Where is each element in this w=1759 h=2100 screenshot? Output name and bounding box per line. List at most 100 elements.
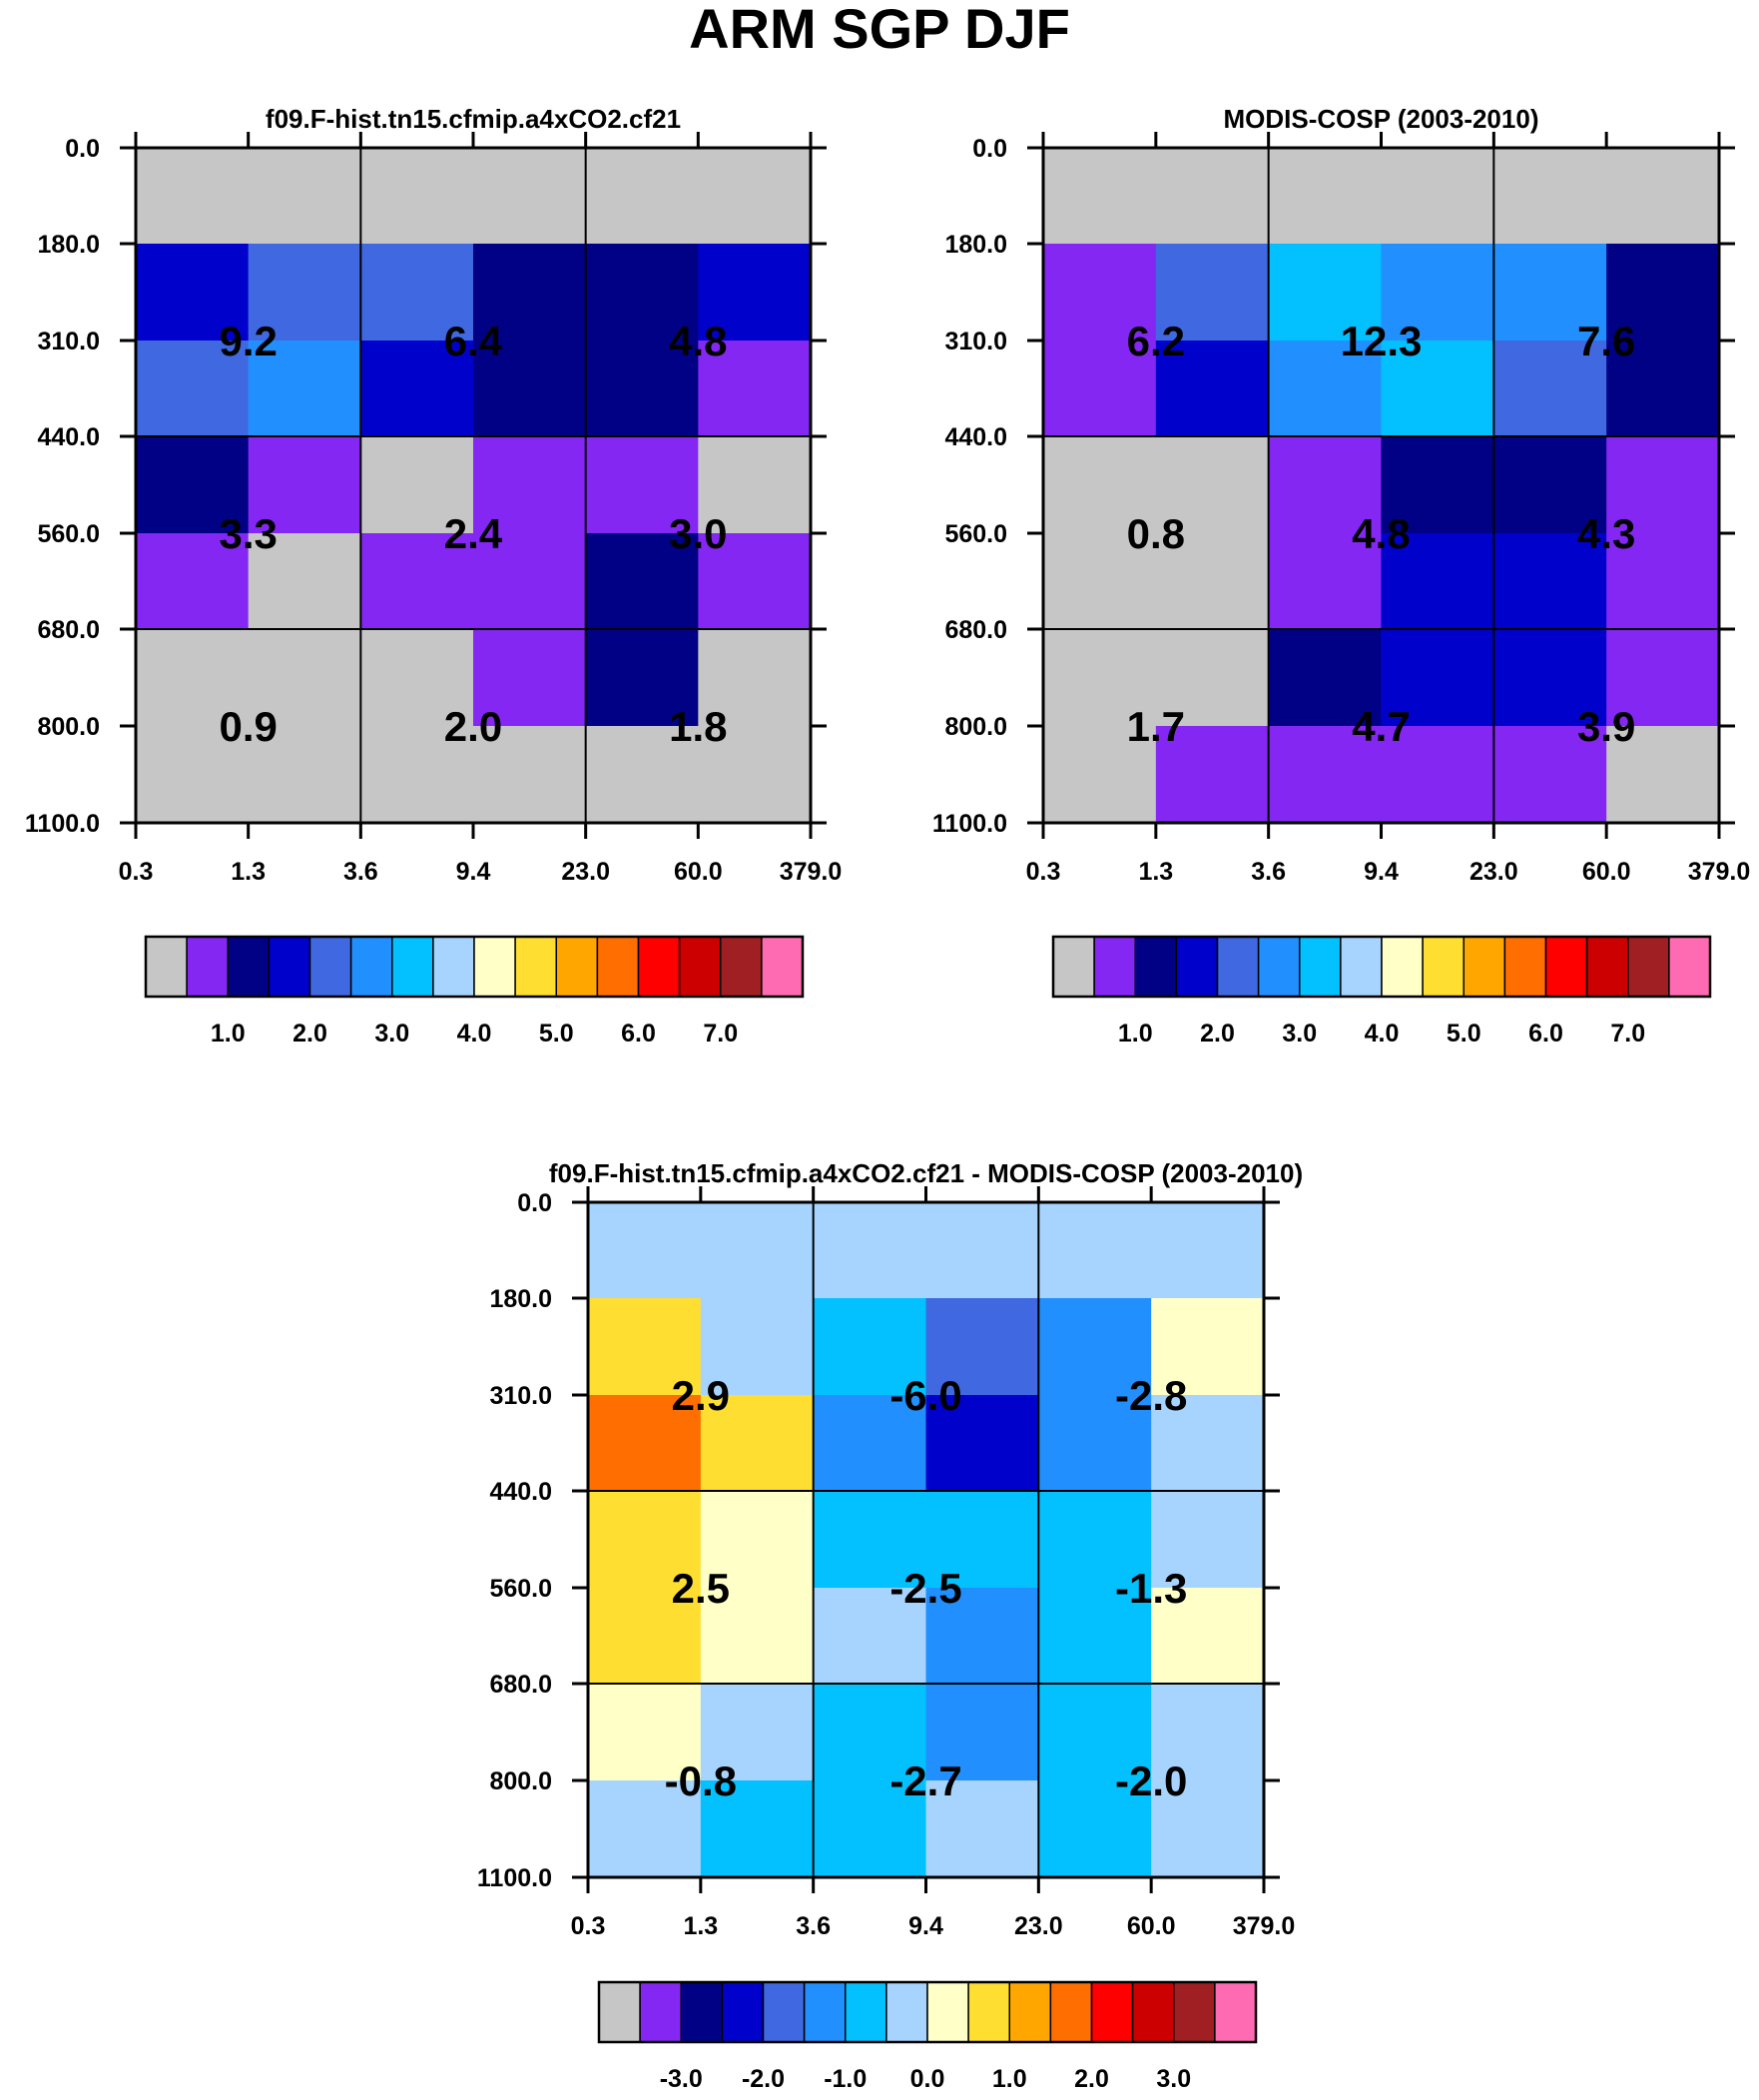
- x-tick-label: 23.0: [1469, 858, 1518, 886]
- cell-value-label: 0.9: [219, 703, 277, 750]
- colorbar-label: 3.0: [1282, 1020, 1317, 1048]
- heatmap-cell: [473, 533, 587, 630]
- colorbar-swatch: [637, 936, 681, 998]
- heatmap-cell: [1155, 629, 1270, 727]
- y-tick-label: 800.0: [944, 713, 1007, 741]
- heatmap-cell: [360, 436, 474, 534]
- heatmap-cell: [925, 1491, 1039, 1589]
- colorbar-swatch: [1299, 936, 1342, 998]
- colorbar-swatch: [1668, 936, 1711, 998]
- heatmap-cell: [925, 1202, 1039, 1299]
- heatmap-cell: [136, 629, 250, 727]
- colorbar-label: 6.0: [1528, 1020, 1563, 1048]
- x-tick-label: 1.3: [683, 1912, 718, 1940]
- cell-value-label: 0.8: [1127, 510, 1185, 557]
- heatmap-cell: [700, 1491, 815, 1589]
- heatmap-cell: [1381, 244, 1494, 342]
- heatmap-cell: [698, 726, 812, 824]
- heatmap-cell: [698, 436, 812, 534]
- y-tick-label: 560.0: [944, 520, 1007, 548]
- heatmap-cell: [473, 726, 587, 824]
- colorbar-label: 1.0: [992, 2065, 1027, 2093]
- panel-2: MODIS-COSP (2003-2010) 0.0 180.0 310.0 440.0…: [932, 104, 1750, 1048]
- colorbar-swatch: [596, 936, 640, 998]
- colorbar-label: 4.0: [457, 1020, 492, 1048]
- colorbar-swatch: [1093, 936, 1136, 998]
- heatmap-cell: [813, 1491, 927, 1589]
- x-tick-label: 379.0: [1233, 1912, 1296, 1940]
- cell-value-label: 6.2: [1127, 318, 1185, 364]
- colorbar-label: 0.0: [910, 2065, 945, 2093]
- heatmap-cell: [698, 629, 812, 727]
- colorbar-swatch: [680, 1981, 724, 2043]
- heatmap-cell: [925, 1780, 1039, 1878]
- y-tick-label: 440.0: [944, 423, 1007, 451]
- cell-value-label: -2.8: [1115, 1372, 1187, 1419]
- colorbar-swatch: [227, 936, 271, 998]
- colorbar-swatch: [473, 936, 516, 998]
- cell-value-label: 3.9: [1577, 703, 1635, 750]
- panel-title: f09.F-hist.tn15.cfmip.a4xCO2.cf21: [266, 104, 681, 134]
- colorbar-label: 2.0: [293, 1020, 327, 1048]
- heatmap-cell: [585, 533, 699, 630]
- colorbar-swatch: [721, 1981, 765, 2043]
- heatmap-cell: [1043, 244, 1157, 342]
- heatmap-cell: [813, 1202, 927, 1299]
- heatmap-cell: [473, 148, 587, 245]
- cell-value-label: 7.6: [1577, 318, 1635, 364]
- heatmap-cell: [1038, 1780, 1152, 1878]
- x-tick-label: 9.4: [1364, 858, 1399, 886]
- heatmap-cell: [698, 341, 812, 437]
- heatmap-cell: [1151, 1298, 1265, 1396]
- heatmap-cell: [1381, 341, 1494, 437]
- panel-title: f09.F-hist.tn15.cfmip.a4xCO2.cf21 - MODI…: [549, 1158, 1303, 1188]
- heatmap-cell: [1155, 726, 1270, 824]
- colorbar-label: 2.0: [1200, 1020, 1235, 1048]
- heatmap-cell: [136, 244, 250, 342]
- colorbar: 1.0 2.0 3.0 4.0 5.0 6.0 7.0: [144, 935, 805, 1048]
- colorbar-label: 1.0: [1118, 1020, 1153, 1048]
- heatmap-cell: [1155, 436, 1270, 534]
- heatmap-cell: [700, 1395, 815, 1492]
- colorbar-swatch: [1090, 1981, 1134, 2043]
- colorbar-swatch: [514, 936, 557, 998]
- heatmap-cell: [1038, 1491, 1152, 1589]
- colorbar-swatch: [1503, 936, 1547, 998]
- cell-value-label: -0.8: [665, 1757, 737, 1804]
- heatmap-cell: [1493, 148, 1607, 245]
- colorbar-swatch: [1175, 936, 1219, 998]
- heatmap-cell: [588, 1491, 702, 1589]
- panel-3: f09.F-hist.tn15.cfmip.a4xCO2.cf21 - MODI…: [477, 1158, 1303, 2093]
- colorbar-swatch: [1422, 936, 1465, 998]
- colorbar-swatch: [432, 936, 475, 998]
- colorbar-label: 5.0: [539, 1020, 574, 1048]
- y-tick-label: 180.0: [37, 231, 100, 259]
- figure-title: ARM SGP DJF: [689, 0, 1070, 60]
- y-tick-label: 440.0: [489, 1478, 552, 1506]
- heatmap-cell: [1043, 148, 1157, 245]
- colorbar-swatch: [967, 1981, 1010, 2043]
- cell-value-label: -2.5: [889, 1565, 961, 1612]
- cell-value-label: 1.8: [669, 703, 727, 750]
- heatmap-cell: [136, 533, 250, 630]
- heatmap-cell: [700, 1298, 815, 1396]
- heatmap-cell: [1038, 1684, 1152, 1781]
- colorbar-swatch: [308, 936, 352, 998]
- cell-value-label: 12.3: [1341, 318, 1423, 364]
- heatmap-cell: [698, 244, 812, 342]
- heatmap-cell: [588, 1588, 702, 1685]
- y-tick-label: 560.0: [37, 520, 100, 548]
- heatmap-cell: [813, 1684, 927, 1781]
- heatmap-cell: [585, 341, 699, 437]
- cell-value-label: 2.0: [444, 703, 502, 750]
- x-tick-label: 3.6: [796, 1912, 831, 1940]
- colorbar-label: 4.0: [1365, 1020, 1400, 1048]
- heatmap-cell: [925, 1298, 1039, 1396]
- heatmap-cell: [588, 1202, 702, 1299]
- cell-value-label: 2.5: [672, 1565, 730, 1612]
- heatmap-cell: [1381, 726, 1494, 824]
- y-tick-label: 0.0: [972, 135, 1007, 163]
- heatmap-cell: [473, 436, 587, 534]
- colorbar-swatch: [1216, 936, 1260, 998]
